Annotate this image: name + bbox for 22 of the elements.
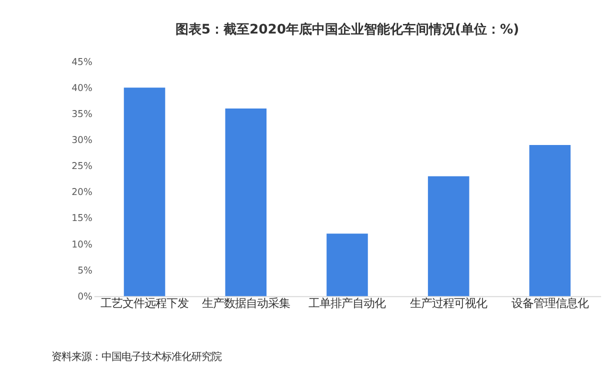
x-tick-label: 设备管理信息化 xyxy=(511,296,588,310)
y-tick-label: 35% xyxy=(72,108,93,120)
bar xyxy=(225,108,267,296)
x-tick-label: 工单排产自动化 xyxy=(308,296,386,310)
bar xyxy=(326,234,368,296)
y-tick-label: 45% xyxy=(72,56,93,68)
x-tick-label: 工艺文件远程下发 xyxy=(100,296,189,310)
y-tick-label: 40% xyxy=(72,82,93,94)
y-tick-label: 10% xyxy=(72,239,93,250)
x-tick-label: 生产数据自动采集 xyxy=(202,296,290,310)
y-tick-label: 20% xyxy=(72,187,93,198)
y-tick-label: 30% xyxy=(72,135,93,146)
bar xyxy=(428,176,470,296)
y-tick-label: 15% xyxy=(72,213,93,224)
y-tick-label: 25% xyxy=(72,161,93,172)
y-tick-label: 5% xyxy=(78,265,93,276)
chart-title: 图表5：截至2020年底中国企业智能化车间情况(单位：%) xyxy=(175,21,520,38)
bar xyxy=(529,144,571,296)
text: 资料来源：中国电子技术标准化研究院 xyxy=(52,350,222,363)
x-tick-label: 生产过程可视化 xyxy=(410,296,488,310)
bar xyxy=(124,88,166,296)
y-tick-label: 0% xyxy=(78,291,93,302)
